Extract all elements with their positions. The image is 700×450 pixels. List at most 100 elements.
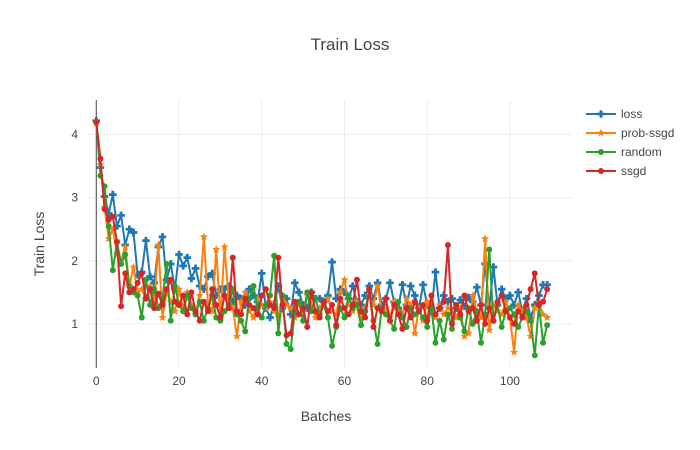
series-layer <box>92 117 552 359</box>
data-point-loss <box>286 310 295 319</box>
data-point-loss <box>249 291 258 300</box>
data-point-loss <box>514 288 523 297</box>
data-point-loss <box>117 211 125 220</box>
data-point-ssgd <box>221 292 228 299</box>
data-point-ssgd <box>192 308 199 315</box>
data-point-random <box>142 276 149 283</box>
data-point-ssgd <box>519 314 526 321</box>
data-point-random <box>469 320 476 327</box>
data-point-prob-ssgd <box>336 288 345 296</box>
data-point-ssgd <box>188 289 195 296</box>
data-point-loss <box>220 285 229 293</box>
legend-label-loss: loss <box>621 107 642 121</box>
data-point-ssgd <box>171 298 178 305</box>
data-point-ssgd <box>374 305 381 312</box>
data-point-random <box>432 339 439 346</box>
data-point-ssgd <box>358 308 365 315</box>
data-point-loss <box>166 260 175 268</box>
data-point-random <box>171 283 178 290</box>
data-point-ssgd <box>333 322 340 329</box>
data-point-loss <box>187 274 196 283</box>
legend-label-ssgd: ssgd <box>621 164 646 178</box>
data-point-loss <box>522 294 531 303</box>
data-point-loss <box>158 233 167 241</box>
legend: loss prob-ssgd random ssgd <box>586 107 674 178</box>
data-point-loss <box>183 253 192 262</box>
data-point-random <box>275 330 282 337</box>
data-point-loss <box>539 280 547 289</box>
data-point-ssgd <box>97 155 104 162</box>
data-point-loss <box>208 269 216 278</box>
data-point-loss <box>200 285 208 293</box>
data-point-prob-ssgd <box>514 300 523 309</box>
data-point-ssgd <box>531 270 538 277</box>
chart-title: Train Loss <box>311 35 390 54</box>
data-point-random <box>155 305 162 312</box>
data-point-ssgd <box>184 311 191 318</box>
data-point-ssgd <box>134 279 141 286</box>
data-point-ssgd <box>159 301 166 308</box>
data-point-loss <box>386 279 394 287</box>
data-point-ssgd <box>242 295 249 302</box>
data-point-ssgd <box>498 292 505 299</box>
data-point-prob-ssgd <box>249 313 258 321</box>
data-point-loss <box>212 291 221 300</box>
data-point-ssgd <box>378 308 385 315</box>
data-point-prob-ssgd <box>195 291 204 299</box>
data-point-loss <box>365 282 374 290</box>
data-point-ssgd <box>180 292 187 299</box>
data-point-loss <box>266 313 274 322</box>
data-point-prob-ssgd <box>373 281 382 290</box>
data-point-loss <box>361 291 369 300</box>
data-point-loss <box>497 285 506 293</box>
data-point-random <box>477 339 484 346</box>
data-point-random <box>167 317 174 324</box>
data-point-loss <box>369 294 378 303</box>
data-point-ssgd <box>477 301 484 308</box>
data-point-ssgd <box>238 311 245 318</box>
data-point-prob-ssgd <box>232 332 241 340</box>
data-point-ssgd <box>440 298 447 305</box>
data-point-prob-ssgd <box>443 303 452 312</box>
data-point-ssgd <box>262 286 269 293</box>
data-point-random <box>436 317 443 324</box>
data-point-prob-ssgd <box>510 348 519 356</box>
data-point-ssgd <box>506 314 513 321</box>
data-point-ssgd <box>544 286 551 293</box>
legend-item-loss: loss <box>586 107 642 121</box>
legend-marker-ssgd <box>598 168 604 174</box>
data-point-random <box>134 292 141 299</box>
data-point-ssgd <box>229 254 236 261</box>
data-point-random <box>188 305 195 312</box>
data-point-prob-ssgd <box>481 234 490 243</box>
data-point-loss <box>228 297 237 306</box>
x-tick-label: 80 <box>421 374 435 388</box>
data-point-random <box>200 317 207 324</box>
data-point-ssgd <box>382 295 389 302</box>
data-point-random <box>391 325 398 332</box>
data-point-loss <box>328 258 336 266</box>
y-tick-label: 2 <box>71 254 78 268</box>
data-point-random <box>420 314 427 321</box>
data-point-random <box>506 305 513 312</box>
data-point-random <box>374 341 381 348</box>
data-point-ssgd <box>428 292 435 299</box>
data-point-ssgd <box>523 301 530 308</box>
data-point-prob-ssgd <box>158 313 167 321</box>
data-point-loss <box>526 313 535 322</box>
data-point-loss <box>398 280 407 289</box>
x-tick-label: 100 <box>500 374 520 388</box>
data-point-prob-ssgd <box>199 232 208 241</box>
data-point-random <box>345 292 352 299</box>
data-point-random <box>444 311 451 318</box>
data-point-ssgd <box>200 298 207 305</box>
data-point-loss <box>257 269 266 278</box>
data-point-ssgd <box>473 317 480 324</box>
tick-labels: 0 20 40 60 80 100 1 2 3 4 <box>71 128 520 388</box>
data-point-ssgd <box>540 298 547 305</box>
data-point-loss <box>431 268 440 276</box>
data-point-ssgd <box>444 242 451 249</box>
data-point-ssgd <box>308 289 315 296</box>
legend-item-ssgd: ssgd <box>586 164 646 178</box>
data-point-ssgd <box>502 308 509 315</box>
